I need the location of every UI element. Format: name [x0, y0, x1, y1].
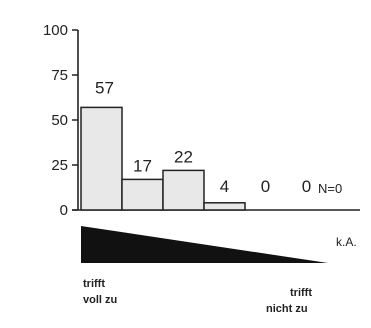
- y-tick-label-100: 100: [43, 22, 68, 39]
- scale-label: k.A.: [336, 235, 357, 249]
- value-label-4: 4: [220, 177, 229, 196]
- y-ticks: 0 25 50 75 100: [43, 22, 78, 219]
- y-tick-label-25: 25: [51, 157, 68, 174]
- value-label-3: 22: [174, 147, 193, 166]
- bar-1: [81, 107, 122, 210]
- bar-2: [122, 179, 163, 210]
- value-label-6: 0: [302, 177, 311, 196]
- right-anchor-line-1: trifft: [290, 287, 312, 299]
- scale-wedge: [81, 226, 328, 263]
- left-anchor-line-1: trifft: [83, 278, 105, 290]
- bar-4: [204, 203, 245, 210]
- y-tick-label-50: 50: [51, 112, 68, 129]
- bar-3: [163, 170, 204, 210]
- value-label-5: 0: [261, 177, 270, 196]
- right-anchor-line-2: nicht zu: [266, 303, 308, 315]
- value-label-1: 57: [95, 78, 114, 97]
- y-tick-label-75: 75: [51, 67, 68, 84]
- left-anchor-line-2: voll zu: [83, 294, 117, 306]
- value-label-2: 17: [133, 156, 152, 175]
- y-tick-label-0: 0: [60, 202, 68, 219]
- n-label: N=0: [318, 181, 342, 196]
